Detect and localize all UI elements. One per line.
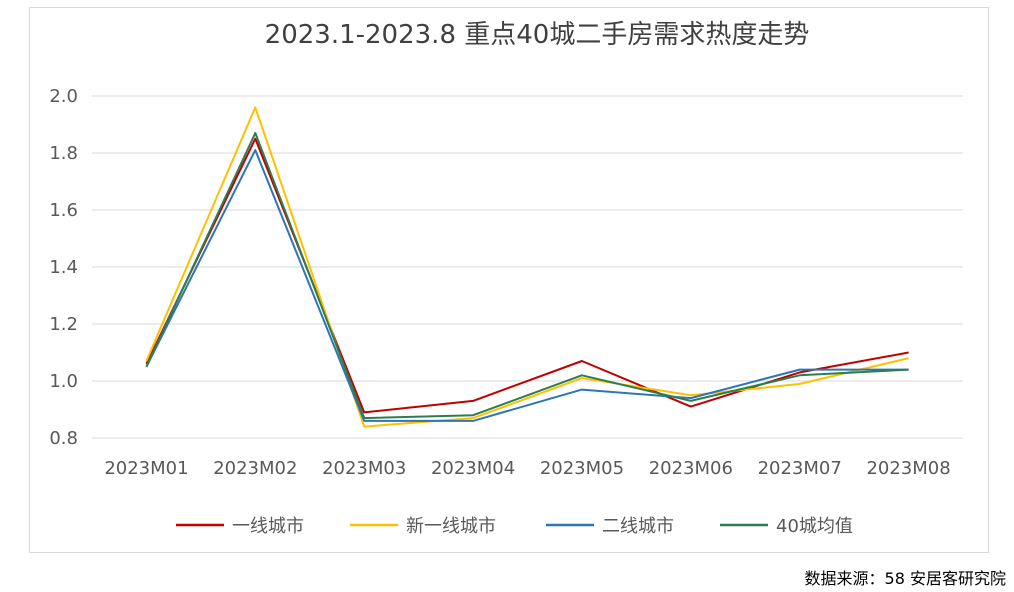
y-tick-label: 0.8 bbox=[49, 428, 78, 449]
x-tick-label: 2023M08 bbox=[866, 458, 950, 479]
series-line-4 bbox=[145, 132, 909, 420]
x-tick-label: 2023M06 bbox=[649, 458, 733, 479]
legend-label: 40城均值 bbox=[776, 516, 853, 537]
series-lines bbox=[145, 106, 909, 428]
gridlines bbox=[92, 95, 963, 439]
y-tick-label: 1.4 bbox=[49, 257, 78, 278]
series-line-2 bbox=[145, 106, 909, 428]
legend-label: 新一线城市 bbox=[406, 516, 496, 537]
x-tick-label: 2023M02 bbox=[213, 458, 297, 479]
legend: 一线城市 新一线城市 二线城市 40城均值 bbox=[176, 516, 853, 537]
y-tick-label: 2.0 bbox=[49, 86, 78, 107]
y-axis-ticks: 2.0 1.8 1.6 1.4 1.2 1.0 0.8 bbox=[49, 86, 78, 449]
x-tick-label: 2023M03 bbox=[322, 458, 406, 479]
x-tick-label: 2023M04 bbox=[431, 458, 515, 479]
y-tick-label: 1.0 bbox=[49, 371, 78, 392]
chart-title: 2023.1-2023.8 重点40城二手房需求热度走势 bbox=[265, 20, 810, 50]
legend-label: 二线城市 bbox=[602, 516, 674, 537]
series-line-3 bbox=[145, 149, 909, 422]
legend-label: 一线城市 bbox=[232, 516, 304, 537]
source-note: 数据来源：58 安居客研究院 bbox=[804, 569, 1006, 588]
y-tick-label: 1.6 bbox=[49, 200, 78, 221]
x-tick-label: 2023M01 bbox=[104, 458, 188, 479]
x-axis-ticks: 2023M01 2023M02 2023M03 2023M04 2023M05 2023M… bbox=[104, 458, 950, 479]
y-tick-label: 1.8 bbox=[49, 143, 78, 164]
series-line-1 bbox=[145, 137, 909, 414]
x-tick-label: 2023M05 bbox=[540, 458, 624, 479]
y-tick-label: 1.2 bbox=[49, 314, 78, 335]
x-tick-label: 2023M07 bbox=[758, 458, 842, 479]
